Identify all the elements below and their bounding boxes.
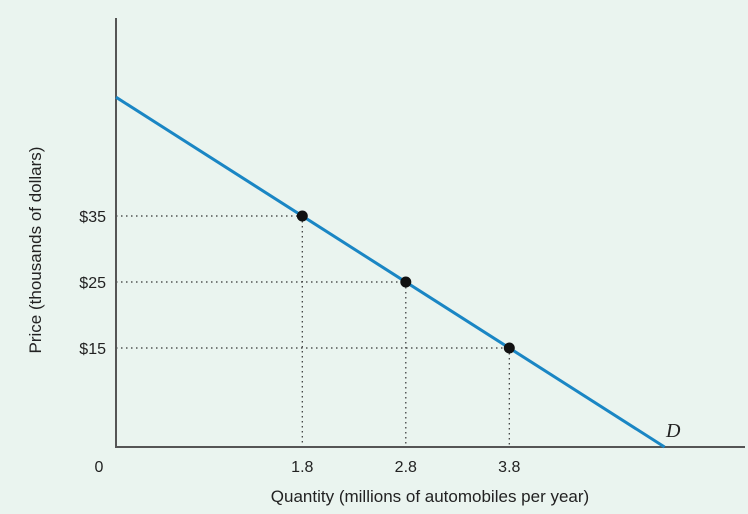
x-tick-labels: 1.8 2.8 3.8 (291, 459, 520, 476)
y-tick-label-2: $25 (79, 275, 106, 292)
origin-label: 0 (95, 459, 104, 476)
data-point-2 (400, 276, 412, 288)
x-tick-label-3: 3.8 (498, 459, 520, 476)
curve-label: D (665, 420, 681, 442)
guide-lines (116, 215, 510, 447)
x-tick-label-1: 1.8 (291, 459, 313, 476)
y-tick-labels: $35 $25 $15 (79, 209, 106, 358)
x-tick-label-2: 2.8 (395, 459, 417, 476)
demand-curve (115, 95, 666, 449)
y-tick-label-3: $15 (79, 341, 106, 358)
x-axis-title: Quantity (millions of automobiles per ye… (271, 487, 589, 506)
data-point-3 (503, 342, 515, 354)
y-axis-title: Price (thousands of dollars) (26, 147, 45, 354)
data-point-1 (296, 210, 308, 222)
data-points (296, 210, 515, 354)
y-tick-label-1: $35 (79, 209, 106, 226)
